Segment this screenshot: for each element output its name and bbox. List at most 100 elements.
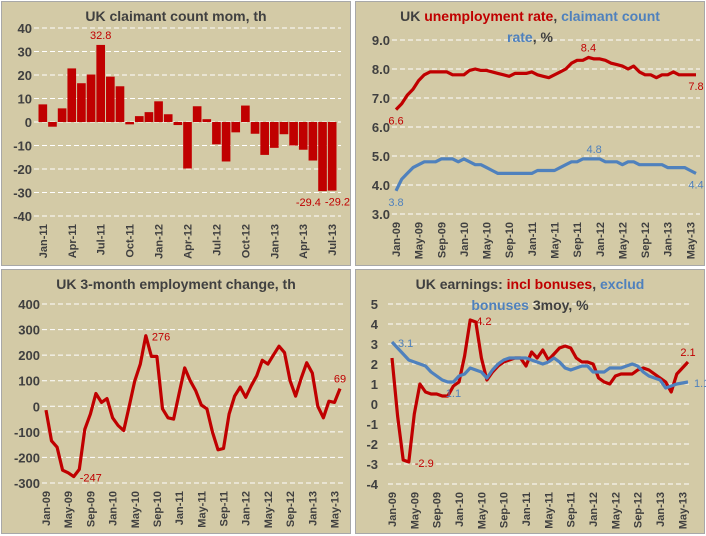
y-tick-label: 400 [18,297,40,312]
y-tick-label: 0 [25,115,32,130]
x-tick-label: Apr-12 [183,224,195,259]
bar [173,122,183,126]
bar [134,116,144,122]
y-tick-label: 8.0 [372,62,390,77]
bar [318,122,327,192]
chart-claimant-count: UK claimant count mom, th -40 -30 -20 -10 0 1… [1,1,351,266]
y-tick-label: -10 [13,139,32,154]
bar [163,114,173,122]
y-tick-label: 10 [18,92,32,107]
y-tick-label: 40 [18,21,32,36]
bar [192,106,202,122]
bar [183,122,192,169]
data-label: 6.6 [388,116,403,128]
bar [96,44,106,122]
x-tick-label: Jul-12 [211,224,223,256]
title-part: rate [507,29,533,45]
x-tick-label: Sep-11 [219,491,231,526]
y-tick-label: -4 [366,477,378,492]
x-tick-label: Sep-12 [285,491,297,527]
title-part: , [553,8,562,24]
data-label: 8.4 [581,42,596,54]
data-label: -2.9 [415,458,434,470]
chart-plot: -300 -200 -100 0 100 200 300 400 Jan-09 May-09 Sep… [14,297,346,528]
chart-unemployment-rate: UK unemployment rate, claimant count rate… [355,1,705,266]
data-label: 276 [152,332,170,344]
y-tick-label: -200 [14,450,40,465]
y-tick-label: -100 [14,425,40,440]
data-label: 4.4 [688,179,703,191]
x-tick-label: Jan-09 [41,491,53,526]
x-tick-label: Sep-10 [499,492,511,528]
y-tick-label: 0 [371,397,378,412]
x-tick-label: Oct-12 [240,224,252,258]
chart-plot: 3.0 4.0 5.0 6.0 7.0 8.0 9.0 Jan-09 May-09 Sep-09 J… [372,33,704,259]
y-tick-label: -40 [13,209,32,224]
bar [221,122,231,162]
x-tick-label: Sep-12 [633,492,645,528]
bar [67,68,77,122]
y-tick-label: 5 [371,297,378,312]
y-tick-label: 30 [18,45,32,60]
data-label: -247 [80,473,102,485]
bar [212,122,221,145]
data-label: 4.2 [476,316,491,328]
data-label: 7.8 [688,81,703,93]
x-tick-label: Jan-13 [655,492,667,527]
x-tick-label: Sep-12 [640,222,652,258]
chart-title: UK claimant count mom, th [2,6,350,27]
x-tick-label: Sep-09 [85,491,97,527]
title-part: incl bonuses [506,276,593,292]
x-tick-label: Jan-11 [521,492,533,526]
x-tick-label: May-13 [677,492,689,529]
data-label: 4.8 [586,144,601,156]
title-part: , % [532,29,553,45]
x-tick-label: Jan-11 [174,491,186,525]
x-tick-label: Sep-11 [566,492,578,527]
title-part: UK [400,8,425,24]
x-tick-label: May-13 [685,222,697,259]
y-tick-label: 2 [371,357,378,372]
y-tick-label: -3 [366,457,378,472]
series-line [394,157,697,192]
x-tick-label: Sep-11 [572,222,584,257]
chart-plot: -40 -30 -20 -10 0 10 20 30 40 Jan-11 Apr-11 Jul-11 O… [13,21,350,259]
y-tick-label: -300 [14,476,40,491]
title-part: UK earnings: [415,276,507,292]
bar [86,74,96,122]
x-tick-label: Jul-11 [96,224,108,255]
bar [125,122,134,125]
bar [279,122,289,135]
bar [269,122,279,148]
x-tick-label: Jan-10 [459,222,471,257]
x-tick-label: Jan-12 [588,492,600,527]
bar [260,122,269,155]
y-tick-label: -20 [13,162,32,177]
title-part: claimant count [561,8,660,24]
bar [241,105,250,122]
x-tick-label: Jan-11 [38,224,50,258]
x-tick-label: Jan-13 [269,224,281,259]
chart-title: UK 3-month employment change, th [2,274,350,295]
bar [106,76,115,122]
series-line [44,334,342,479]
bar [48,122,57,127]
bar [298,122,308,150]
bar [57,108,67,122]
title-part: UK 3-month employment change, th [56,276,296,292]
y-tick-label: -2 [366,437,378,452]
x-tick-label: May-11 [543,492,555,529]
bar [250,122,260,134]
x-tick-label: Jan-10 [108,491,120,526]
data-label: 1.1 [446,388,461,400]
data-label: -29.4 [296,197,321,209]
bar [115,86,125,122]
y-tick-label: -30 [13,186,32,201]
bar [144,112,154,122]
x-tick-label: May-10 [482,222,494,259]
data-label: 69 [334,374,346,386]
data-label: 2.1 [680,347,695,359]
x-tick-label: Jan-10 [454,492,466,527]
series-line [390,318,690,464]
title-part: bonuses [471,297,529,313]
